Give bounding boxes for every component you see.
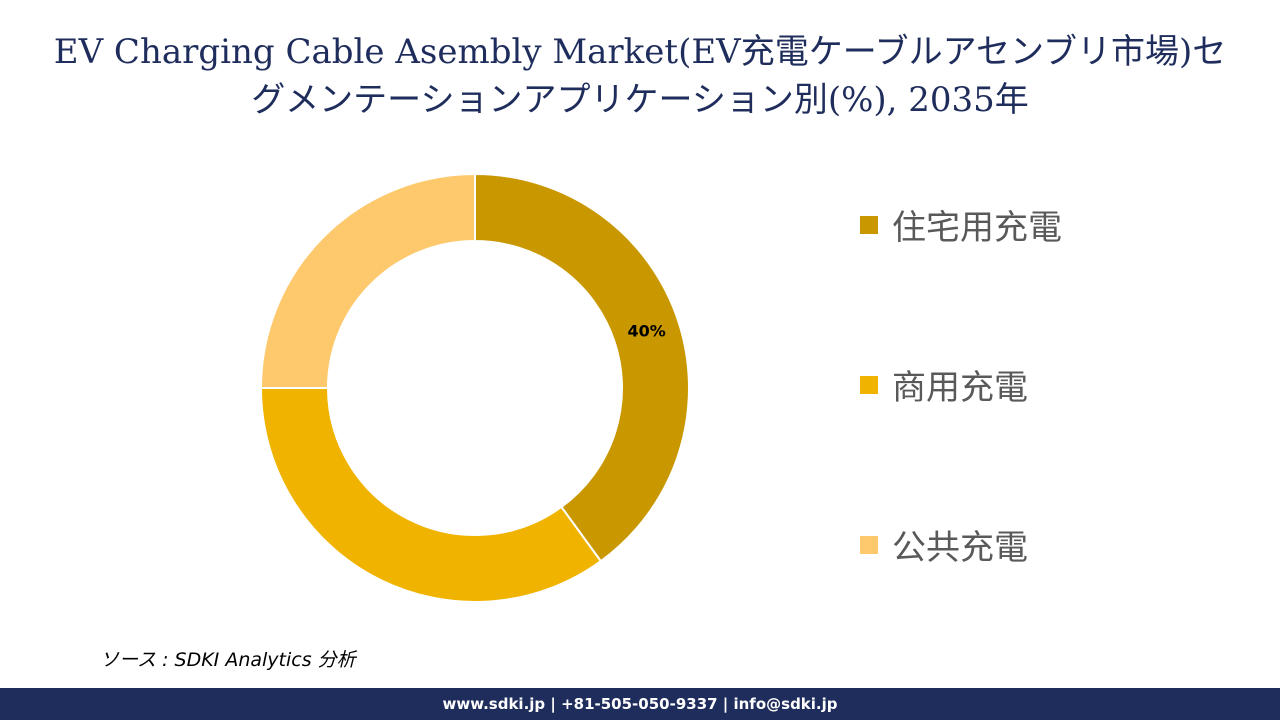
donut-slice-1 <box>474 172 690 563</box>
legend-swatch-2 <box>860 375 878 394</box>
chart-title-line-1: EV Charging Cable Asembly Market(EV充電ケーブ… <box>53 32 1227 72</box>
legend-label-1: 住宅用充電 <box>892 208 1062 248</box>
legend-swatch-1 <box>860 215 878 234</box>
footer-contact-bar: www.sdki.jp | +81-505-050-9337 | info@sd… <box>0 688 1280 720</box>
legend-label-3: 公共充電 <box>892 528 1028 568</box>
source-note: ソース : SDKI Analytics 分析 <box>100 649 356 671</box>
donut-slice-3 <box>259 172 476 389</box>
donut-slices <box>259 172 690 603</box>
chart-title-line-2: グメンテーションアプリケーション別(%), 2035年 <box>251 80 1029 120</box>
legend-label-2: 商用充電 <box>892 368 1028 408</box>
chart-title: EV Charging Cable Asembly Market(EV充電ケーブ… <box>0 28 1280 124</box>
legend-item-3: 公共充電 <box>860 520 1028 569</box>
legend-item-2: 商用充電 <box>860 360 1028 409</box>
data-label-1: 40% <box>628 322 666 341</box>
donut-data-labels: 40% <box>628 322 666 341</box>
legend-item-1: 住宅用充電 <box>860 200 1062 249</box>
donut-slice-2 <box>259 387 603 603</box>
legend-swatch-3 <box>860 535 878 554</box>
